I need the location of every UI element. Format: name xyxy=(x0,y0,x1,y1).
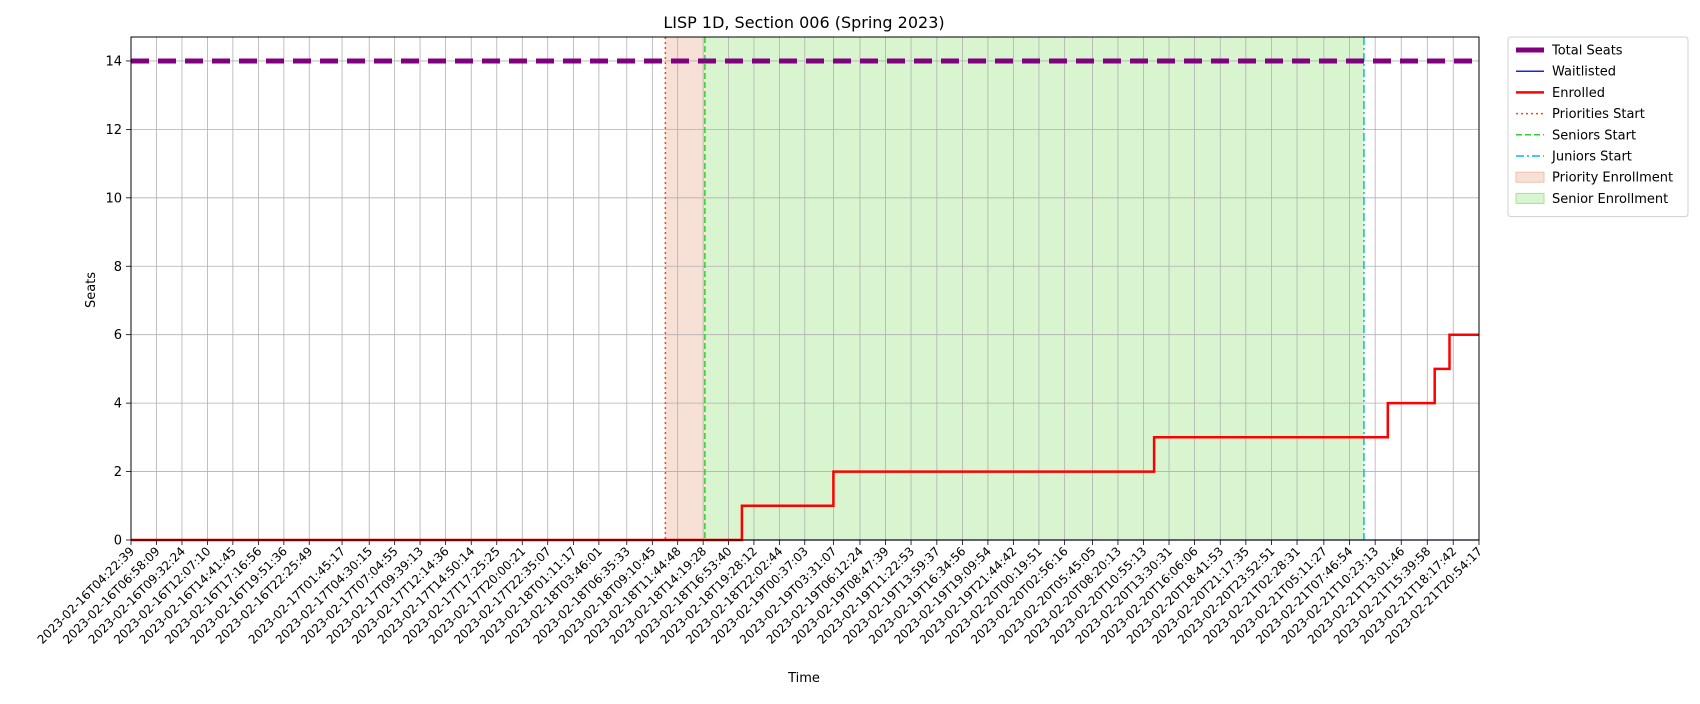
x-axis-label: Time xyxy=(787,671,820,686)
y-tick-label: 4 xyxy=(114,397,122,412)
chart-title: LISP 1D, Section 006 (Spring 2023) xyxy=(663,13,944,32)
legend-label-seniors-start: Seniors Start xyxy=(1552,128,1636,143)
legend-label-juniors-start: Juniors Start xyxy=(1551,150,1632,165)
legend-label-senior-enrollment: Senior Enrollment xyxy=(1552,192,1668,207)
y-tick-label: 0 xyxy=(114,534,122,549)
legend: Total Seats Waitlisted Enrolled Priorities … xyxy=(1507,36,1689,218)
span-priority-enrollment xyxy=(665,37,705,540)
legend-box xyxy=(1507,36,1689,218)
plot-frame xyxy=(130,36,1480,541)
legend-label-waitlisted: Waitlisted xyxy=(1552,65,1616,80)
legend-label-priority-enrollment: Priority Enrollment xyxy=(1552,171,1673,186)
series-enrolled xyxy=(131,333,1479,542)
legend-label-priorities-start: Priorities Start xyxy=(1552,107,1645,122)
y-tick-label: 2 xyxy=(114,465,122,480)
legend-swatch-priority-enrollment xyxy=(1515,171,1545,183)
y-tick-label: 10 xyxy=(105,191,122,206)
y-tick-label: 8 xyxy=(114,260,122,275)
legend-swatch-senior-enrollment xyxy=(1515,192,1545,204)
y-tick-label: 6 xyxy=(114,328,122,343)
span-senior-enrollment xyxy=(704,37,1364,540)
legend-label-enrolled: Enrolled xyxy=(1552,86,1605,101)
y-tick-label: 12 xyxy=(105,123,122,138)
y-axis-label: Seats xyxy=(84,272,99,308)
legend-label-total-seats: Total Seats xyxy=(1551,44,1623,59)
y-tick-label: 14 xyxy=(105,54,122,69)
